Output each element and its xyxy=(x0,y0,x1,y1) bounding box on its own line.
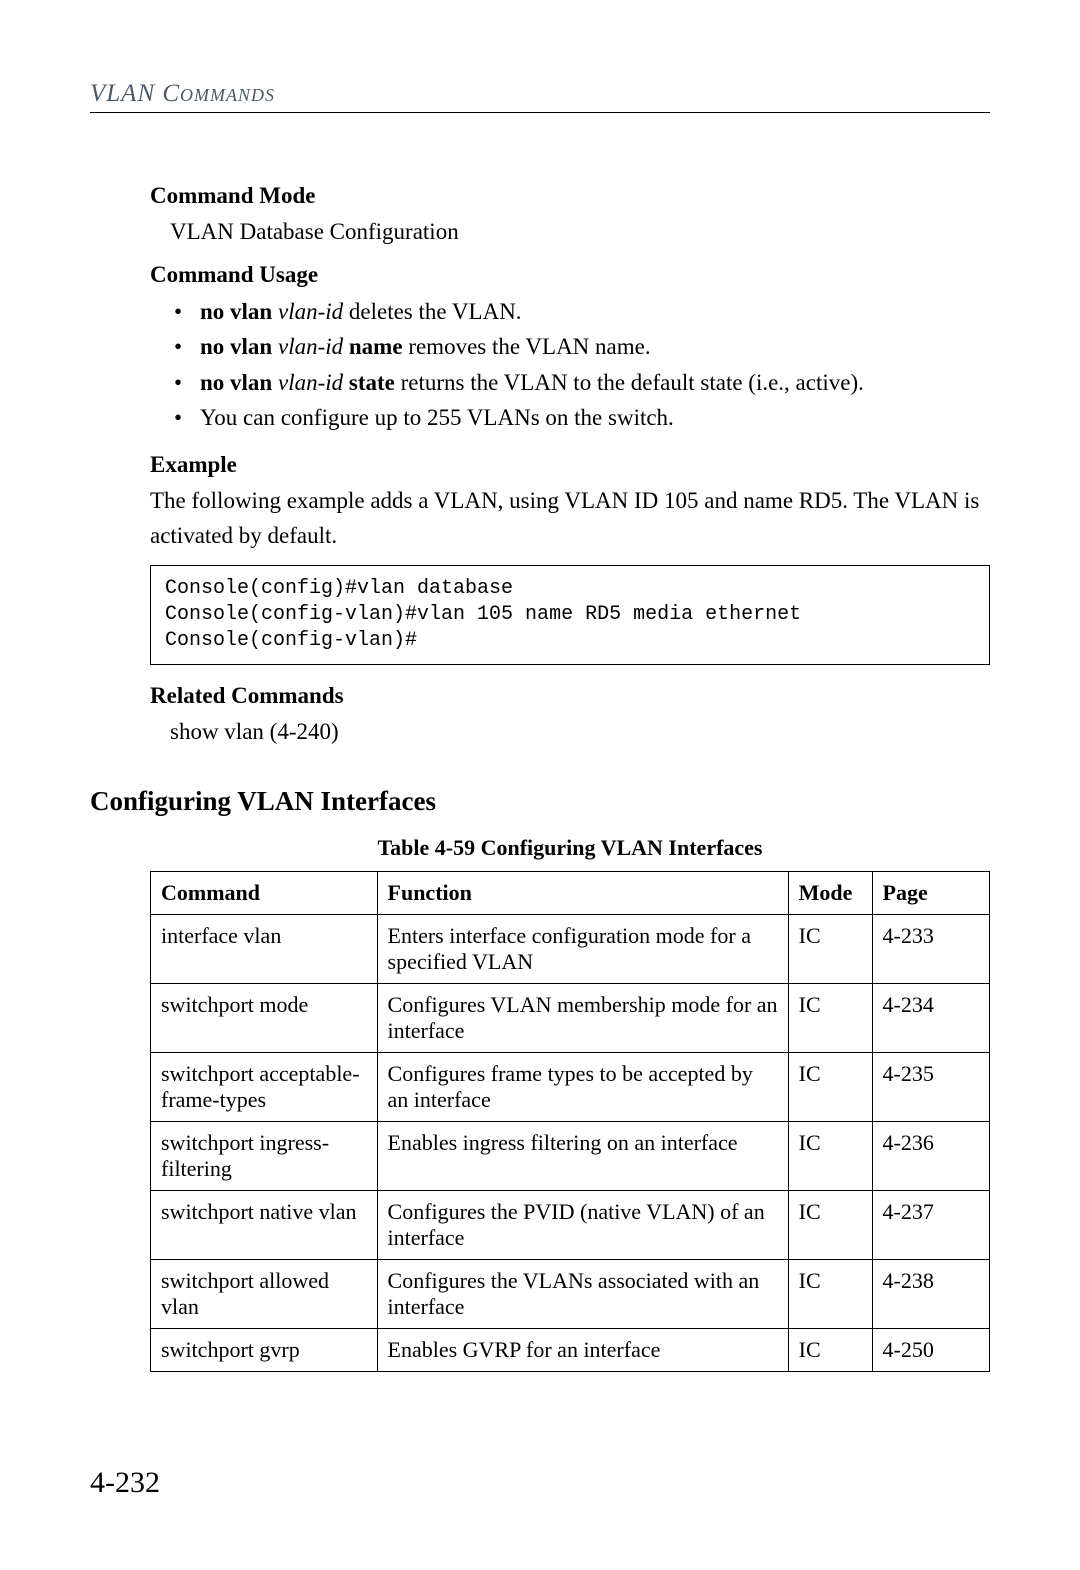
usage-bullet: no vlan vlan-id deletes the VLAN. xyxy=(200,294,990,330)
table-row: switchport mode Configures VLAN membersh… xyxy=(151,983,990,1052)
cell-page: 4-238 xyxy=(872,1259,989,1328)
page-number: 4-232 xyxy=(90,1466,160,1500)
cell-page: 4-237 xyxy=(872,1190,989,1259)
cell-function: Enters interface configuration mode for … xyxy=(377,914,788,983)
usage-arg: vlan-id xyxy=(278,299,343,324)
usage-prefix: no vlan xyxy=(200,299,278,324)
page-header: VLAN Commands xyxy=(90,80,990,113)
usage-bullet: You can configure up to 255 VLANs on the… xyxy=(200,400,990,436)
cell-function: Configures the VLANs associated with an … xyxy=(377,1259,788,1328)
table-caption: Table 4-59 Configuring VLAN Interfaces xyxy=(90,835,990,861)
cell-mode: IC xyxy=(788,1121,872,1190)
cell-command: switchport ingress-filtering xyxy=(151,1121,378,1190)
cell-mode: IC xyxy=(788,1328,872,1371)
table-row: switchport acceptable-frame-types Config… xyxy=(151,1052,990,1121)
usage-mid: name xyxy=(343,334,402,359)
cell-command: switchport allowed vlan xyxy=(151,1259,378,1328)
usage-mid: state xyxy=(343,370,395,395)
cell-function: Configures frame types to be accepted by… xyxy=(377,1052,788,1121)
usage-prefix: no vlan xyxy=(200,334,278,359)
table-row: switchport native vlan Configures the PV… xyxy=(151,1190,990,1259)
section-heading: Configuring VLAN Interfaces xyxy=(90,786,990,817)
example-label: Example xyxy=(90,452,990,478)
command-usage-list: no vlan vlan-id deletes the VLAN. no vla… xyxy=(90,294,990,437)
cell-function: Enables GVRP for an interface xyxy=(377,1328,788,1371)
command-table: Command Function Mode Page interface vla… xyxy=(150,871,990,1372)
cell-mode: IC xyxy=(788,983,872,1052)
command-usage-label: Command Usage xyxy=(90,262,990,288)
cell-function: Configures the PVID (native VLAN) of an … xyxy=(377,1190,788,1259)
cell-mode: IC xyxy=(788,914,872,983)
table-row: switchport gvrp Enables GVRP for an inte… xyxy=(151,1328,990,1371)
cell-function: Enables ingress filtering on an interfac… xyxy=(377,1121,788,1190)
col-header-mode: Mode xyxy=(788,871,872,914)
usage-prefix: no vlan xyxy=(200,370,278,395)
cell-page: 4-236 xyxy=(872,1121,989,1190)
col-header-page: Page xyxy=(872,871,989,914)
cell-command: switchport gvrp xyxy=(151,1328,378,1371)
table-row: switchport ingress-filtering Enables ing… xyxy=(151,1121,990,1190)
usage-arg: vlan-id xyxy=(278,370,343,395)
table-header-row: Command Function Mode Page xyxy=(151,871,990,914)
table-row: switchport allowed vlan Configures the V… xyxy=(151,1259,990,1328)
usage-arg: vlan-id xyxy=(278,334,343,359)
cell-command: switchport native vlan xyxy=(151,1190,378,1259)
table-row: interface vlan Enters interface configur… xyxy=(151,914,990,983)
col-header-command: Command xyxy=(151,871,378,914)
usage-suffix: returns the VLAN to the default state (i… xyxy=(395,370,864,395)
cell-page: 4-235 xyxy=(872,1052,989,1121)
example-text: The following example adds a VLAN, using… xyxy=(90,484,990,553)
cell-command: switchport mode xyxy=(151,983,378,1052)
command-mode-label: Command Mode xyxy=(90,183,990,209)
cell-page: 4-233 xyxy=(872,914,989,983)
cell-command: switchport acceptable-frame-types xyxy=(151,1052,378,1121)
usage-bullet: no vlan vlan-id name removes the VLAN na… xyxy=(200,329,990,365)
col-header-function: Function xyxy=(377,871,788,914)
cell-function: Configures VLAN membership mode for an i… xyxy=(377,983,788,1052)
usage-suffix: deletes the VLAN. xyxy=(343,299,521,324)
usage-bullet: no vlan vlan-id state returns the VLAN t… xyxy=(200,365,990,401)
cell-page: 4-250 xyxy=(872,1328,989,1371)
usage-text: You can configure up to 255 VLANs on the… xyxy=(200,405,674,430)
cell-page: 4-234 xyxy=(872,983,989,1052)
example-code: Console(config)#vlan database Console(co… xyxy=(150,565,990,665)
cell-command: interface vlan xyxy=(151,914,378,983)
related-commands-text: show vlan (4-240) xyxy=(90,715,990,750)
usage-suffix: removes the VLAN name. xyxy=(403,334,651,359)
related-commands-label: Related Commands xyxy=(90,683,990,709)
cell-mode: IC xyxy=(788,1052,872,1121)
cell-mode: IC xyxy=(788,1259,872,1328)
cell-mode: IC xyxy=(788,1190,872,1259)
command-mode-text: VLAN Database Configuration xyxy=(90,215,990,250)
